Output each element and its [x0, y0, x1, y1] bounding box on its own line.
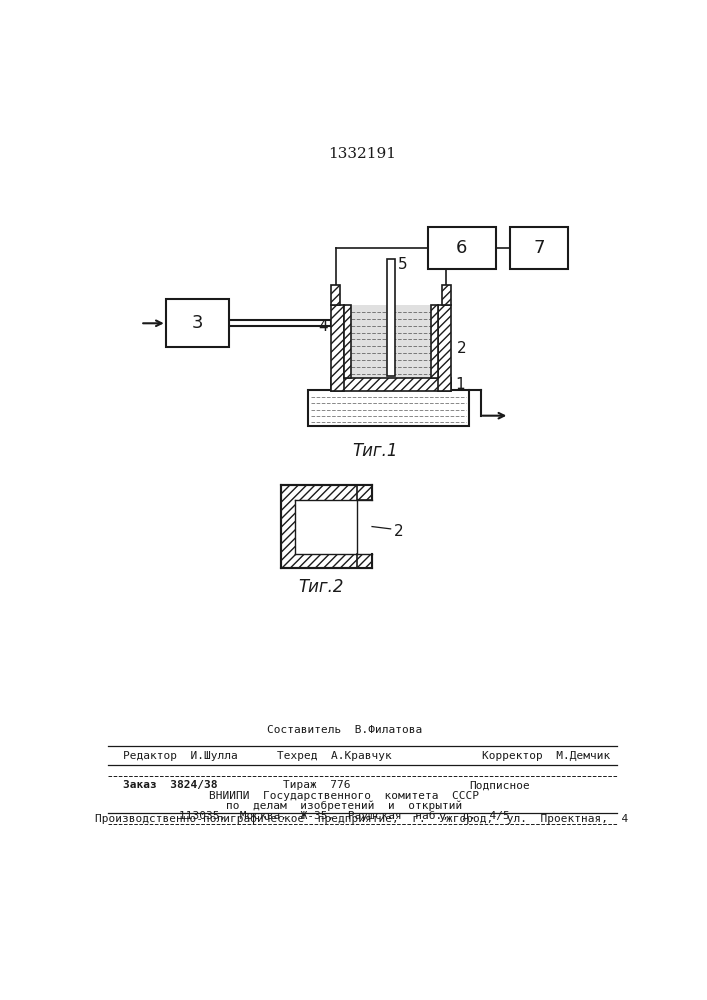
Bar [308, 389, 469, 426]
Text: 6: 6 [456, 239, 467, 257]
Bar [438, 305, 451, 391]
Bar [431, 305, 438, 378]
Bar [387, 259, 395, 376]
Bar [357, 485, 372, 500]
Text: Корректор  М.Демчик: Корректор М.Демчик [481, 751, 609, 761]
Bar [510, 227, 568, 269]
Text: Производственно-полиграфическое  предприятие,  г.  Ужгород,  ул.  Проектная,  4: Производственно-полиграфическое предприя… [95, 813, 629, 824]
Text: 5: 5 [397, 257, 407, 272]
Text: по  делам  изобретений  и  открытий: по делам изобретений и открытий [226, 801, 462, 811]
Bar [331, 305, 344, 391]
Text: 4: 4 [318, 319, 328, 334]
Bar [281, 485, 372, 568]
Text: 7: 7 [533, 239, 545, 257]
Text: Подписное: Подписное [469, 780, 530, 790]
Text: Тираж  776: Тираж 776 [284, 780, 351, 790]
Bar [357, 500, 373, 554]
Bar [344, 305, 438, 378]
Text: 113035,  Москва,  Ж-35,  Раушская  наб.,  д.  4/5: 113035, Москва, Ж-35, Раушская наб., д. … [179, 811, 510, 821]
Bar [442, 285, 451, 305]
Bar [357, 554, 372, 568]
Text: 3: 3 [192, 314, 204, 332]
Bar [331, 378, 451, 391]
Bar [166, 299, 230, 347]
Text: Техред  А.Кравчук: Техред А.Кравчук [277, 751, 392, 761]
Bar [428, 227, 496, 269]
Bar [331, 285, 340, 305]
Text: ВНИИПИ  Государственного  комитета  СССР: ВНИИПИ Государственного комитета СССР [209, 791, 479, 801]
Text: 1: 1 [455, 377, 464, 392]
Bar [296, 500, 357, 554]
Text: 2: 2 [394, 524, 404, 539]
Bar [344, 305, 351, 378]
Text: Редактор  И.Шулла: Редактор И.Шулла [123, 751, 238, 761]
Text: Τиг.1: Τиг.1 [352, 442, 398, 460]
Bar [357, 500, 373, 554]
Text: 1332191: 1332191 [328, 147, 396, 161]
Text: 2: 2 [457, 341, 467, 356]
Text: Заказ  3824/38: Заказ 3824/38 [123, 780, 218, 790]
Text: Τиг.2: Τиг.2 [298, 578, 344, 596]
Text: Составитель  В.Филатова: Составитель В.Филатова [267, 725, 422, 735]
